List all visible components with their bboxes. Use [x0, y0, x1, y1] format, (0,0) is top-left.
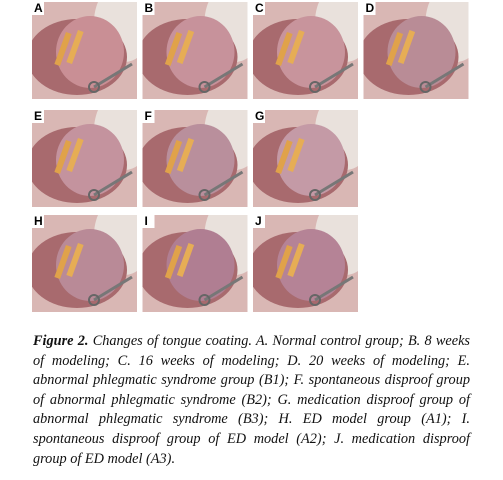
strip [385, 31, 404, 67]
photo [363, 2, 469, 99]
photo [142, 2, 248, 99]
strip [397, 29, 416, 65]
label-bg [363, 2, 376, 15]
strip [164, 244, 183, 280]
probe-tip [88, 81, 100, 93]
strip [275, 139, 293, 175]
photo [142, 110, 248, 207]
photo-panel: H [32, 214, 137, 312]
panel-label: G [255, 109, 264, 123]
probe [314, 170, 354, 197]
label-bg [32, 215, 44, 228]
tongue [56, 229, 124, 301]
photo-panel: F [142, 109, 248, 207]
panel-label: F [145, 109, 152, 123]
probe [203, 170, 244, 197]
strip [66, 29, 84, 65]
photo-panel: C [253, 1, 358, 99]
probe [314, 62, 354, 89]
probe-tip [198, 189, 211, 201]
label-bg [142, 110, 155, 123]
strip [275, 31, 293, 67]
label-bg [32, 110, 44, 123]
strip [287, 242, 305, 278]
label-bg [253, 110, 265, 123]
label-bg [32, 2, 44, 15]
strip [287, 137, 305, 173]
probe-tip [88, 294, 100, 306]
tongue [387, 16, 456, 88]
panel-label: I [145, 214, 148, 228]
photo-panel: E [32, 109, 137, 207]
strip [176, 242, 195, 278]
photo-panel: J [253, 214, 358, 312]
probe-tip [309, 189, 321, 201]
panel-label: H [34, 214, 43, 228]
panel-label: C [255, 1, 264, 15]
probe-tip [419, 81, 432, 93]
photo-panel: I [142, 214, 248, 312]
photo [142, 215, 248, 312]
probe-tip [309, 294, 321, 306]
tongue [277, 229, 345, 301]
photo-panel: G [253, 109, 358, 207]
panel-label: J [255, 214, 262, 228]
label-bg [142, 2, 155, 15]
strip [54, 31, 72, 67]
strip [54, 244, 72, 280]
probe-tip [88, 189, 100, 201]
tongue [56, 16, 124, 88]
strip [287, 29, 305, 65]
probe [203, 62, 244, 89]
photo [32, 2, 137, 99]
panel-label: B [145, 1, 154, 15]
probe [93, 170, 133, 197]
photo [253, 2, 358, 99]
strip [66, 242, 84, 278]
tongue [277, 16, 345, 88]
photo-panel: B [142, 1, 248, 99]
strip [66, 137, 84, 173]
strip [54, 139, 72, 175]
panel-label: D [366, 1, 375, 15]
figure-caption: Figure 2. Changes of tongue coating. A. … [33, 332, 470, 469]
probe [93, 62, 133, 89]
strip [164, 139, 183, 175]
probe [93, 275, 133, 302]
label-bg [253, 215, 265, 228]
photo [32, 215, 137, 312]
photo [253, 215, 358, 312]
probe [203, 275, 244, 302]
tongue [166, 229, 235, 301]
strip [176, 29, 195, 65]
tongue [56, 124, 124, 196]
photo [253, 110, 358, 207]
photo-panel: D [363, 1, 469, 99]
strip [164, 31, 183, 67]
probe [424, 62, 465, 89]
probe [314, 275, 354, 302]
tongue [166, 124, 235, 196]
figure-panels: A B C D E F G H I J [32, 1, 469, 312]
probe-tip [198, 294, 211, 306]
probe-tip [309, 81, 321, 93]
probe-tip [198, 81, 211, 93]
tongue [277, 124, 345, 196]
strip [275, 244, 293, 280]
label-bg [253, 2, 265, 15]
photo-panel: A [32, 1, 137, 99]
photo [32, 110, 137, 207]
strip [176, 137, 195, 173]
label-bg [142, 215, 155, 228]
caption-text: Changes of tongue coating. A. Normal con… [33, 333, 470, 467]
tongue [166, 16, 235, 88]
panel-label: A [34, 1, 43, 15]
panel-label: E [34, 109, 42, 123]
caption-label: Figure 2. [33, 333, 89, 349]
